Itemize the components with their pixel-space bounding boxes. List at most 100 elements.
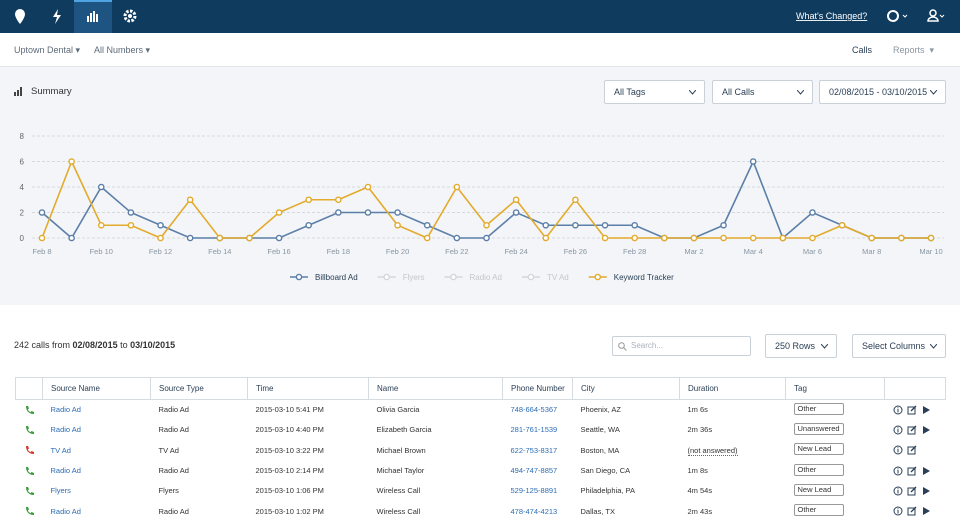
whats-changed[interactable]: What's Changed? [796,11,867,21]
data-point [542,221,550,229]
legend-item[interactable]: TV Ad [521,273,569,282]
table-cell: Flyers [158,486,179,496]
edit-icon[interactable] [907,405,917,415]
data-point [38,234,46,242]
edit-icon[interactable] [907,425,917,435]
data-point [423,221,431,229]
activity-icon[interactable] [53,9,61,24]
phone-icon[interactable] [24,445,34,455]
active-tab-line [74,0,112,2]
play-icon[interactable] [921,486,931,496]
header-cell [15,377,43,400]
numbers-select[interactable]: All Numbers ▾ [94,45,151,55]
table-cell: 2m 36s [687,425,713,435]
support-icon[interactable] [887,10,908,22]
reports-tab[interactable]: Reports ▾ [893,45,935,55]
columns-select[interactable]: Select Columns [852,334,946,358]
play-icon[interactable] [921,466,931,476]
table-cell: San Diego, CA [580,466,631,476]
data-point [186,196,194,204]
calls-tab[interactable]: Calls [852,45,873,55]
data-point [483,234,490,242]
info-icon[interactable] [893,506,903,516]
info-icon[interactable] [893,486,903,496]
user-icon[interactable] [927,9,945,22]
table-cell: 2015-03-10 4:40 PM [255,425,324,435]
table-cell: Michael Brown [376,445,426,455]
table-cell: Wireless Call [376,486,421,496]
info-icon[interactable] [893,466,903,476]
to-date: 03/10/2015 [130,340,176,350]
tag-select[interactable]: Unanswered [793,422,844,435]
summary-title: Summary [31,86,72,97]
top-bar: What's Changed? [0,0,960,33]
tag-select[interactable]: Other [793,504,844,517]
data-point [512,209,520,216]
legend-item[interactable]: Keyword Tracker [588,273,674,282]
tag-select[interactable]: Other [793,463,844,476]
legend-item[interactable]: Radio Ad [444,273,502,282]
phone-icon[interactable] [24,425,34,435]
count-text: 242 calls from [14,340,73,350]
table-cell: 2015-03-10 1:02 PM [255,506,324,516]
sub-nav: Uptown Dental ▾ All Numbers ▾ Calls Repo… [0,33,960,67]
edit-icon[interactable] [907,445,917,455]
table-cell: Elizabeth Garcia [376,425,432,435]
play-icon[interactable] [921,405,931,415]
data-point [97,183,105,191]
table-cell: Wireless Call [376,506,421,516]
x-tick-label: Mar 10 [919,247,942,256]
from-date: 02/08/2015 [72,340,118,350]
table-cell: Radio Ad [158,466,189,476]
play-icon[interactable] [921,506,931,516]
phone-icon[interactable] [24,405,34,415]
table-cell: Seattle, WA [580,425,620,435]
calls-dropdown[interactable]: All Calls [712,80,813,104]
tag-select[interactable]: New Lead [793,443,844,456]
x-tick-label: Feb 24 [504,247,527,256]
column-header: Duration [679,377,786,400]
table-cell: 4m 54s [687,486,713,496]
column-header: Time [247,377,369,400]
table-row: Radio Ad Radio Ad 2015-03-10 4:40 PM Elizab… [16,420,946,440]
tags-dropdown[interactable]: All Tags [604,80,705,104]
legend-item[interactable]: Flyers [377,273,425,282]
data-point [335,196,342,204]
tag-select[interactable]: Other [793,402,844,415]
data-point [246,234,253,242]
edit-icon[interactable] [907,486,917,496]
search-box[interactable]: Search... [612,336,751,356]
tag-select[interactable]: New Lead [793,483,844,496]
data-point [542,234,550,242]
edit-icon[interactable] [907,506,917,516]
account-select[interactable]: Uptown Dental ▾ [14,45,81,55]
legend-item[interactable]: Billboard Ad [290,273,358,282]
chart: 0 2 4 6 8 Feb 8 Feb 10 Feb 12 Feb 14 Feb 16 Feb 18… [20,132,944,282]
logo[interactable] [15,9,25,24]
table-row: Radio Ad Radio Ad 2015-03-10 2:14 PM Michae… [16,460,946,480]
legend-label: Keyword Tracker [614,273,674,282]
data-point [631,234,638,242]
table-cell: 281-761-1539 [510,425,558,435]
info-icon[interactable] [893,405,903,415]
x-tick-label: Feb 8 [32,247,51,256]
phone-icon[interactable] [24,506,34,516]
date-range[interactable]: 02/08/2015 - 03/10/2015 [819,80,946,104]
x-tick-label: Feb 12 [149,247,172,256]
settings-icon[interactable] [123,9,137,23]
top-icons: What's Changed? [15,0,945,33]
x-tick-label: Mar 4 [744,247,763,256]
x-tick-label: Feb 28 [623,247,646,256]
phone-icon[interactable] [24,486,34,496]
phone-icon[interactable] [24,466,34,476]
edit-icon[interactable] [907,466,917,476]
y-tick-label: 8 [20,132,25,141]
table-cell: 748-664-5367 [510,405,558,415]
data-point [720,221,727,229]
column-header: Name [368,377,503,400]
info-icon[interactable] [893,425,903,435]
info-icon[interactable] [893,445,903,455]
play-icon[interactable] [921,425,931,435]
columns-label: Select Columns [862,341,926,351]
rows-select[interactable]: 250 Rows [765,334,837,358]
